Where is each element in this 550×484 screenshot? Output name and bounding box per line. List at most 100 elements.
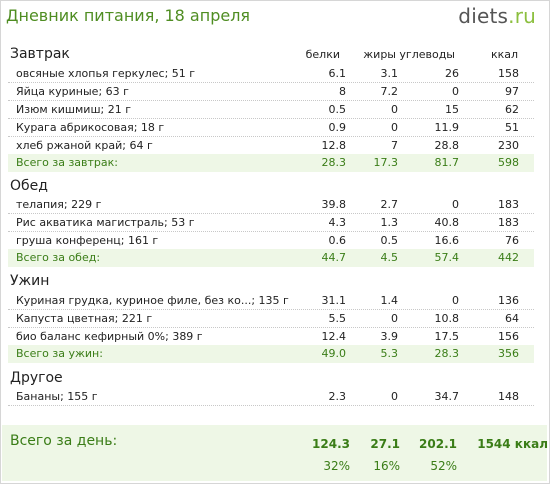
food-name: груша конференц; 161 г — [16, 234, 159, 247]
food-carbs: 40.8 — [434, 216, 460, 229]
food-name: био баланс кефирный 0%; 389 г — [16, 330, 203, 343]
food-kcal: 76 — [505, 234, 519, 247]
food-kcal: 64 — [505, 312, 519, 325]
food-protein: 0.9 — [328, 121, 347, 134]
total-protein: 44.7 — [321, 251, 347, 264]
food-row[interactable]: Бананы; 155 г 2.3 0 34.7 148 — [8, 388, 534, 406]
food-row[interactable]: Куриная грудка, куриное филе, без ко...;… — [8, 292, 534, 310]
food-carbs: 0 — [452, 294, 459, 307]
food-fat: 3.9 — [380, 330, 399, 343]
column-headers: белки жиры углеводы ккал — [0, 48, 550, 64]
food-fat: 1.3 — [380, 216, 399, 229]
total-protein: 28.3 — [321, 156, 347, 169]
food-fat: 2.7 — [380, 198, 399, 211]
food-row[interactable]: Капуста цветная; 221 г 5.5 0 10.8 64 — [8, 310, 534, 328]
day-total-carbs-pct: 52% — [430, 459, 457, 473]
food-row[interactable]: овсяные хлопья геркулес; 51 г 6.1 3.1 26… — [8, 65, 534, 83]
section-total-dinner: Всего за ужин: 49.0 5.3 28.3 356 — [8, 345, 534, 363]
section-total-lunch: Всего за обед: 44.7 4.5 57.4 442 — [8, 249, 534, 267]
food-kcal: 230 — [498, 139, 519, 152]
total-kcal: 356 — [498, 347, 519, 360]
food-row[interactable]: био баланс кефирный 0%; 389 г 12.4 3.9 1… — [8, 328, 534, 346]
day-total-fat: 27.1 — [370, 437, 400, 451]
food-kcal: 156 — [498, 330, 519, 343]
food-name: овсяные хлопья геркулес; 51 г — [16, 67, 196, 80]
food-carbs: 0 — [452, 198, 459, 211]
total-label: Всего за завтрак: — [16, 156, 119, 169]
site-logo[interactable]: diets.ru — [458, 4, 536, 28]
total-label: Всего за ужин: — [16, 347, 103, 360]
day-total-kcal: 1544 ккал — [477, 437, 548, 451]
total-carbs: 57.4 — [434, 251, 460, 264]
food-protein: 5.5 — [328, 312, 347, 325]
day-total-fat-pct: 16% — [373, 459, 400, 473]
food-protein: 8 — [339, 85, 346, 98]
day-total: Всего за день: 124.3 27.1 202.1 1544 кка… — [2, 425, 548, 481]
food-kcal: 148 — [498, 390, 519, 403]
food-kcal: 183 — [498, 198, 519, 211]
food-carbs: 17.5 — [434, 330, 460, 343]
food-name: Капуста цветная; 221 г — [16, 312, 153, 325]
section-title-breakfast: Завтрак — [10, 46, 70, 62]
section-title-lunch: Обед — [10, 178, 48, 194]
food-protein: 12.8 — [321, 139, 347, 152]
total-fat: 4.5 — [380, 251, 399, 264]
food-fat: 7.2 — [380, 85, 399, 98]
food-fat: 1.4 — [380, 294, 399, 307]
food-kcal: 51 — [505, 121, 519, 134]
food-carbs: 11.9 — [434, 121, 460, 134]
food-row[interactable]: Курага абрикосовая; 18 г 0.9 0 11.9 51 — [8, 119, 534, 137]
food-name: Изюм кишмиш; 21 г — [16, 103, 131, 116]
food-carbs: 10.8 — [434, 312, 460, 325]
food-protein: 2.3 — [328, 390, 347, 403]
food-row[interactable]: телапия; 229 г 39.8 2.7 0 183 — [8, 196, 534, 214]
day-total-carbs: 202.1 — [419, 437, 457, 451]
total-carbs: 28.3 — [434, 347, 460, 360]
food-kcal: 158 — [498, 67, 519, 80]
food-protein: 12.4 — [321, 330, 347, 343]
food-protein: 6.1 — [328, 67, 347, 80]
food-fat: 0 — [391, 312, 398, 325]
total-fat: 5.3 — [380, 347, 399, 360]
food-name: Бананы; 155 г — [16, 390, 98, 403]
total-kcal: 598 — [498, 156, 519, 169]
food-row[interactable]: Рис акватика магистраль; 53 г 4.3 1.3 40… — [8, 214, 534, 232]
food-carbs: 16.6 — [434, 234, 460, 247]
column-protein: белки — [305, 48, 340, 61]
section-total-breakfast: Всего за завтрак: 28.3 17.3 81.7 598 — [8, 154, 534, 172]
header: Дневник питания, 18 апреля diets.ru — [0, 0, 550, 36]
food-kcal: 136 — [498, 294, 519, 307]
day-total-protein: 124.3 — [312, 437, 350, 451]
food-row[interactable]: Изюм кишмиш; 21 г 0.5 0 15 62 — [8, 101, 534, 119]
food-carbs: 0 — [452, 85, 459, 98]
food-carbs: 34.7 — [434, 390, 460, 403]
food-fat: 0 — [391, 390, 398, 403]
logo-tld: ru — [514, 4, 536, 28]
logo-main: diets — [458, 4, 509, 28]
section-title-dinner: Ужин — [10, 273, 50, 289]
column-carbs: углеводы — [399, 48, 455, 61]
food-name: Курага абрикосовая; 18 г — [16, 121, 165, 134]
food-name: хлеб ржаной край; 64 г — [16, 139, 153, 152]
food-protein: 31.1 — [321, 294, 347, 307]
column-fat: жиры — [363, 48, 396, 61]
column-kcal: ккал — [490, 48, 518, 61]
food-protein: 0.5 — [328, 103, 347, 116]
food-row[interactable]: Яйца куриные; 63 г 8 7.2 0 97 — [8, 83, 534, 101]
day-total-label: Всего за день: — [10, 433, 118, 449]
food-protein: 39.8 — [321, 198, 347, 211]
food-fat: 0.5 — [380, 234, 399, 247]
food-fat: 0 — [391, 121, 398, 134]
food-kcal: 62 — [505, 103, 519, 116]
food-row[interactable]: хлеб ржаной край; 64 г 12.8 7 28.8 230 — [8, 137, 534, 155]
food-name: телапия; 229 г — [16, 198, 102, 211]
food-kcal: 183 — [498, 216, 519, 229]
food-fat: 3.1 — [380, 67, 399, 80]
food-fat: 0 — [391, 103, 398, 116]
food-row[interactable]: груша конференц; 161 г 0.6 0.5 16.6 76 — [8, 232, 534, 250]
food-carbs: 26 — [445, 67, 459, 80]
food-fat: 7 — [391, 139, 398, 152]
food-name: Рис акватика магистраль; 53 г — [16, 216, 195, 229]
total-fat: 17.3 — [373, 156, 399, 169]
page-title: Дневник питания, 18 апреля — [6, 6, 251, 25]
